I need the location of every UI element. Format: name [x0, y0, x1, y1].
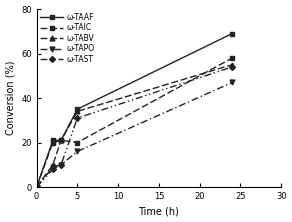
ω-TABV — [76, 110, 79, 113]
ω-TAIC — [76, 141, 79, 144]
ω-TAIC — [51, 141, 55, 144]
ω-TAPO — [76, 150, 79, 153]
ω-TAIC — [35, 186, 38, 188]
ω-TAAF — [230, 32, 234, 35]
ω-TABV — [51, 163, 55, 166]
ω-TAPO — [59, 163, 63, 166]
ω-TAIC — [59, 139, 63, 142]
ω-TABV — [230, 63, 234, 66]
ω-TAAF — [51, 139, 55, 142]
Line: ω-TAAF: ω-TAAF — [34, 31, 235, 189]
X-axis label: Time (h): Time (h) — [138, 206, 179, 216]
ω-TABV — [35, 186, 38, 188]
ω-TAAF — [59, 139, 63, 142]
Line: ω-TAIC: ω-TAIC — [34, 56, 235, 189]
ω-TAST — [51, 168, 55, 170]
Line: ω-TAST: ω-TAST — [34, 65, 234, 189]
ω-TAPO — [51, 166, 55, 168]
Y-axis label: Conversion (%): Conversion (%) — [6, 61, 15, 135]
Line: ω-TAPO: ω-TAPO — [34, 80, 235, 189]
Line: ω-TABV: ω-TABV — [34, 62, 235, 189]
ω-TAAF — [35, 186, 38, 188]
ω-TAPO — [35, 186, 38, 188]
ω-TAPO — [230, 81, 234, 84]
ω-TAAF — [76, 108, 79, 111]
Legend: ω-TAAF, ω-TAIC, ω-TABV, ω-TAPO, ω-TAST: ω-TAAF, ω-TAIC, ω-TABV, ω-TAPO, ω-TAST — [39, 11, 96, 65]
ω-TAST — [230, 65, 234, 68]
ω-TAST — [59, 163, 63, 166]
ω-TAIC — [230, 57, 234, 59]
ω-TAST — [35, 186, 38, 188]
ω-TABV — [59, 139, 63, 142]
ω-TAST — [76, 117, 79, 119]
